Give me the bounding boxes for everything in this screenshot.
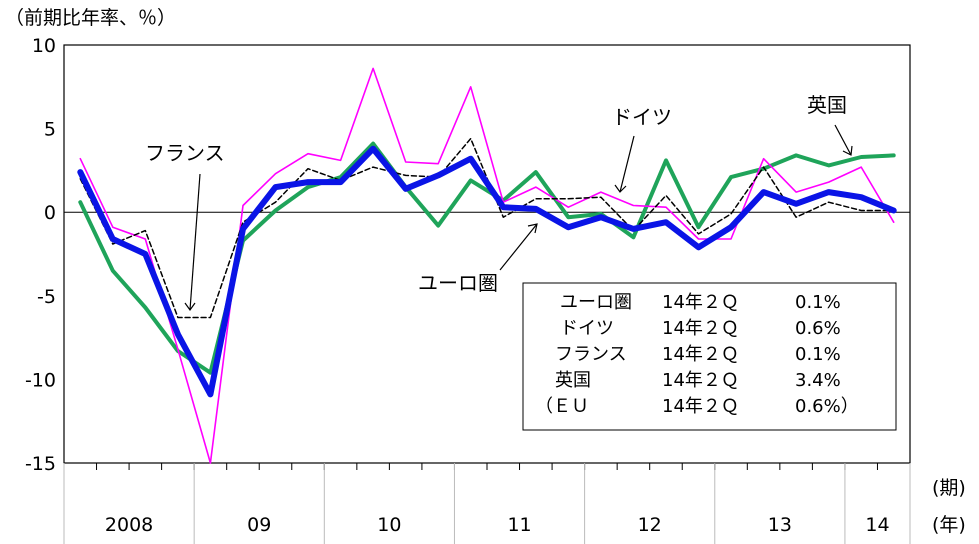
series-line-1	[79, 67, 895, 464]
x-axis: 2008 09 10 11 12 13 14	[63, 463, 911, 544]
summary-row-value: 0.1%	[795, 292, 841, 313]
y-tick-label: 5	[44, 119, 56, 141]
annotation-eurozone-arrowhead	[527, 223, 538, 234]
y-tick-label: 10	[32, 35, 56, 57]
y-tick-label: -15	[25, 453, 56, 475]
x-year-label: 13	[768, 514, 792, 536]
annotation-germany-label: ドイツ	[612, 105, 672, 129]
x-year-label: 09	[247, 514, 271, 536]
x-year-label: 11	[507, 514, 531, 536]
x-year-label: 14	[865, 514, 889, 536]
summary-row-period: 14年２Ｑ	[662, 318, 739, 339]
annotation-uk-arrow	[834, 124, 852, 156]
annotation-eurozone-label: ユーロ圏	[418, 271, 498, 295]
summary-table-box	[522, 282, 897, 431]
annotation-uk-arrowhead	[842, 145, 853, 156]
summary-row-period: 14年２Ｑ	[662, 396, 739, 417]
x-year-label: 12	[638, 514, 662, 536]
summary-row-period: 14年２Ｑ	[662, 292, 739, 313]
y-tick-label: -5	[37, 286, 56, 308]
summary-row-value: 0.1%	[795, 344, 841, 365]
annotation-eurozone-arrow	[499, 223, 538, 271]
series-annotations: 英国 ドイツ フランス ユーロ圏	[145, 93, 853, 312]
annotation-france-arrowhead	[184, 302, 196, 312]
y-tick-label: -10	[25, 369, 56, 391]
summary-row-value: 0.6%	[795, 318, 841, 339]
annotation-uk-label: 英国	[807, 93, 847, 117]
summary-row-period: 14年２Ｑ	[662, 344, 739, 365]
summary-row-value: 3.4%	[795, 370, 841, 391]
series-line-3	[77, 145, 897, 398]
summary-row-period: 14年２Ｑ	[662, 370, 739, 391]
y-axis-unit-label: （前期比年率、％）	[5, 7, 176, 29]
x-unit-year-label: (年)	[932, 514, 966, 536]
summary-row-region: ドイツ	[560, 318, 614, 339]
series-lines	[77, 67, 897, 464]
annotation-germany-arrow	[619, 135, 635, 193]
x-unit-quarter-label: (期)	[932, 477, 966, 499]
summary-row-value: 0.6%）	[795, 396, 859, 417]
y-tick-label: 0	[44, 202, 56, 224]
summary-row-region: ユーロ圏	[560, 292, 632, 313]
summary-row-region: フランス	[555, 344, 627, 365]
annotation-france-arrow	[189, 173, 201, 311]
summary-table: ユーロ圏 14年２Ｑ 0.1% ドイツ 14年２Ｑ 0.6% フランス 14年２…	[522, 282, 897, 431]
summary-row-region: 英国	[555, 370, 591, 391]
x-year-label: 2008	[105, 514, 153, 536]
x-year-label: 10	[377, 514, 401, 536]
annotation-germany-arrowhead	[614, 184, 627, 193]
summary-row-region: （ＥＵ	[535, 396, 589, 417]
annotation-france-label: フランス	[145, 141, 225, 165]
y-tick-labels: 10 5 0 -5 -10 -15	[25, 35, 56, 475]
